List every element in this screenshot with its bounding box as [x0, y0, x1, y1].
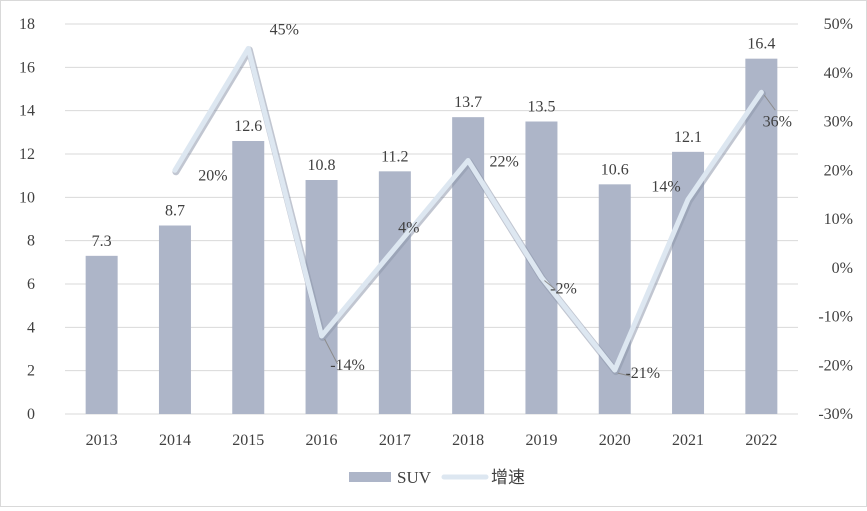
legend-label-growth: 增速	[491, 468, 525, 487]
left-tick-label: 12	[19, 146, 35, 163]
left-axis-ticks: 0 2 4 6 8 10 12 14 16 18	[19, 16, 35, 423]
bar-value-label: 12.6	[234, 118, 262, 135]
right-tick-label: -30%	[818, 406, 853, 423]
right-tick-label: -10%	[818, 309, 853, 326]
line-data-labels: 20% 45% -14% 4% 22% -2% -21% 14% 36%	[198, 21, 792, 382]
left-tick-label: 18	[19, 16, 35, 33]
bar-suv-2015	[232, 141, 265, 414]
growth-value-label: 45%	[270, 21, 299, 38]
legend-label-suv: SUV	[397, 468, 432, 487]
x-tick-label: 2017	[379, 432, 411, 449]
growth-value-label: 22%	[489, 154, 518, 171]
x-tick-label: 2019	[525, 432, 557, 449]
x-tick-label: 2020	[599, 432, 631, 449]
x-tick-label: 2015	[232, 432, 264, 449]
growth-line-path	[172, 45, 764, 373]
left-tick-label: 6	[27, 276, 35, 293]
bar-suv-2017	[378, 171, 411, 414]
growth-value-label: 14%	[651, 179, 680, 196]
right-tick-label: 30%	[824, 114, 853, 131]
right-tick-label: -20%	[818, 357, 853, 374]
left-tick-label: 10	[19, 189, 35, 206]
left-tick-label: 16	[19, 59, 35, 76]
growth-line	[172, 45, 766, 376]
bar-value-label: 11.2	[381, 148, 408, 165]
bar-suv-2014	[158, 225, 191, 414]
bar-value-label: 8.7	[165, 203, 185, 220]
left-tick-label: 8	[27, 233, 35, 250]
growth-value-label: 20%	[198, 167, 227, 184]
bar-suv-2020	[598, 184, 631, 414]
left-tick-label: 0	[27, 406, 35, 423]
growth-value-label: -14%	[330, 357, 365, 374]
right-tick-label: 50%	[824, 16, 853, 33]
x-tick-label: 2022	[745, 432, 777, 449]
legend: SUV 增速	[349, 468, 525, 487]
x-tick-label: 2013	[86, 432, 118, 449]
x-tick-label: 2018	[452, 432, 484, 449]
x-tick-label: 2016	[306, 432, 338, 449]
bar-value-label: 7.3	[92, 233, 112, 250]
right-tick-label: 40%	[824, 65, 853, 82]
label-leader-line	[617, 372, 631, 377]
bar-value-label: 16.4	[747, 36, 775, 53]
suv-bars	[85, 58, 778, 415]
x-tick-label: 2021	[672, 432, 704, 449]
left-tick-label: 2	[27, 363, 35, 380]
bar-suv-2013	[85, 255, 118, 414]
right-axis-ticks: -30% -20% -10% 0% 10% 20% 30% 40% 50%	[818, 16, 853, 423]
bar-value-label: 12.1	[674, 129, 702, 146]
bar-value-label: 10.8	[308, 157, 336, 174]
bar-value-label: 13.7	[454, 94, 482, 111]
legend-swatch-suv	[349, 472, 391, 482]
bar-suv-2022	[745, 58, 778, 415]
label-leader-line	[544, 280, 556, 290]
right-tick-label: 10%	[824, 211, 853, 228]
left-tick-label: 4	[27, 319, 35, 336]
bar-suv-2019	[525, 121, 558, 414]
growth-value-label: 4%	[398, 219, 419, 236]
growth-value-label: -21%	[625, 365, 660, 382]
bar-value-label: 13.5	[527, 99, 555, 116]
x-tick-label: 2014	[159, 432, 191, 449]
bar-value-label: 10.6	[601, 161, 629, 178]
bar-data-labels: 7.3 8.7 12.6 10.8 11.2 13.7 13.5 10.6 12.1 16.4	[92, 36, 776, 250]
label-leader-line	[324, 338, 338, 365]
left-tick-label: 14	[19, 103, 35, 120]
growth-value-label: -2%	[550, 281, 577, 298]
x-axis-ticks: 2013 2014 2015 2016 2017 2018 2019 2020 2021 2022	[86, 432, 778, 449]
right-tick-label: 20%	[824, 162, 853, 179]
growth-value-label: 36%	[763, 113, 792, 130]
right-tick-label: 0%	[832, 260, 853, 277]
label-leader-line	[763, 94, 776, 111]
